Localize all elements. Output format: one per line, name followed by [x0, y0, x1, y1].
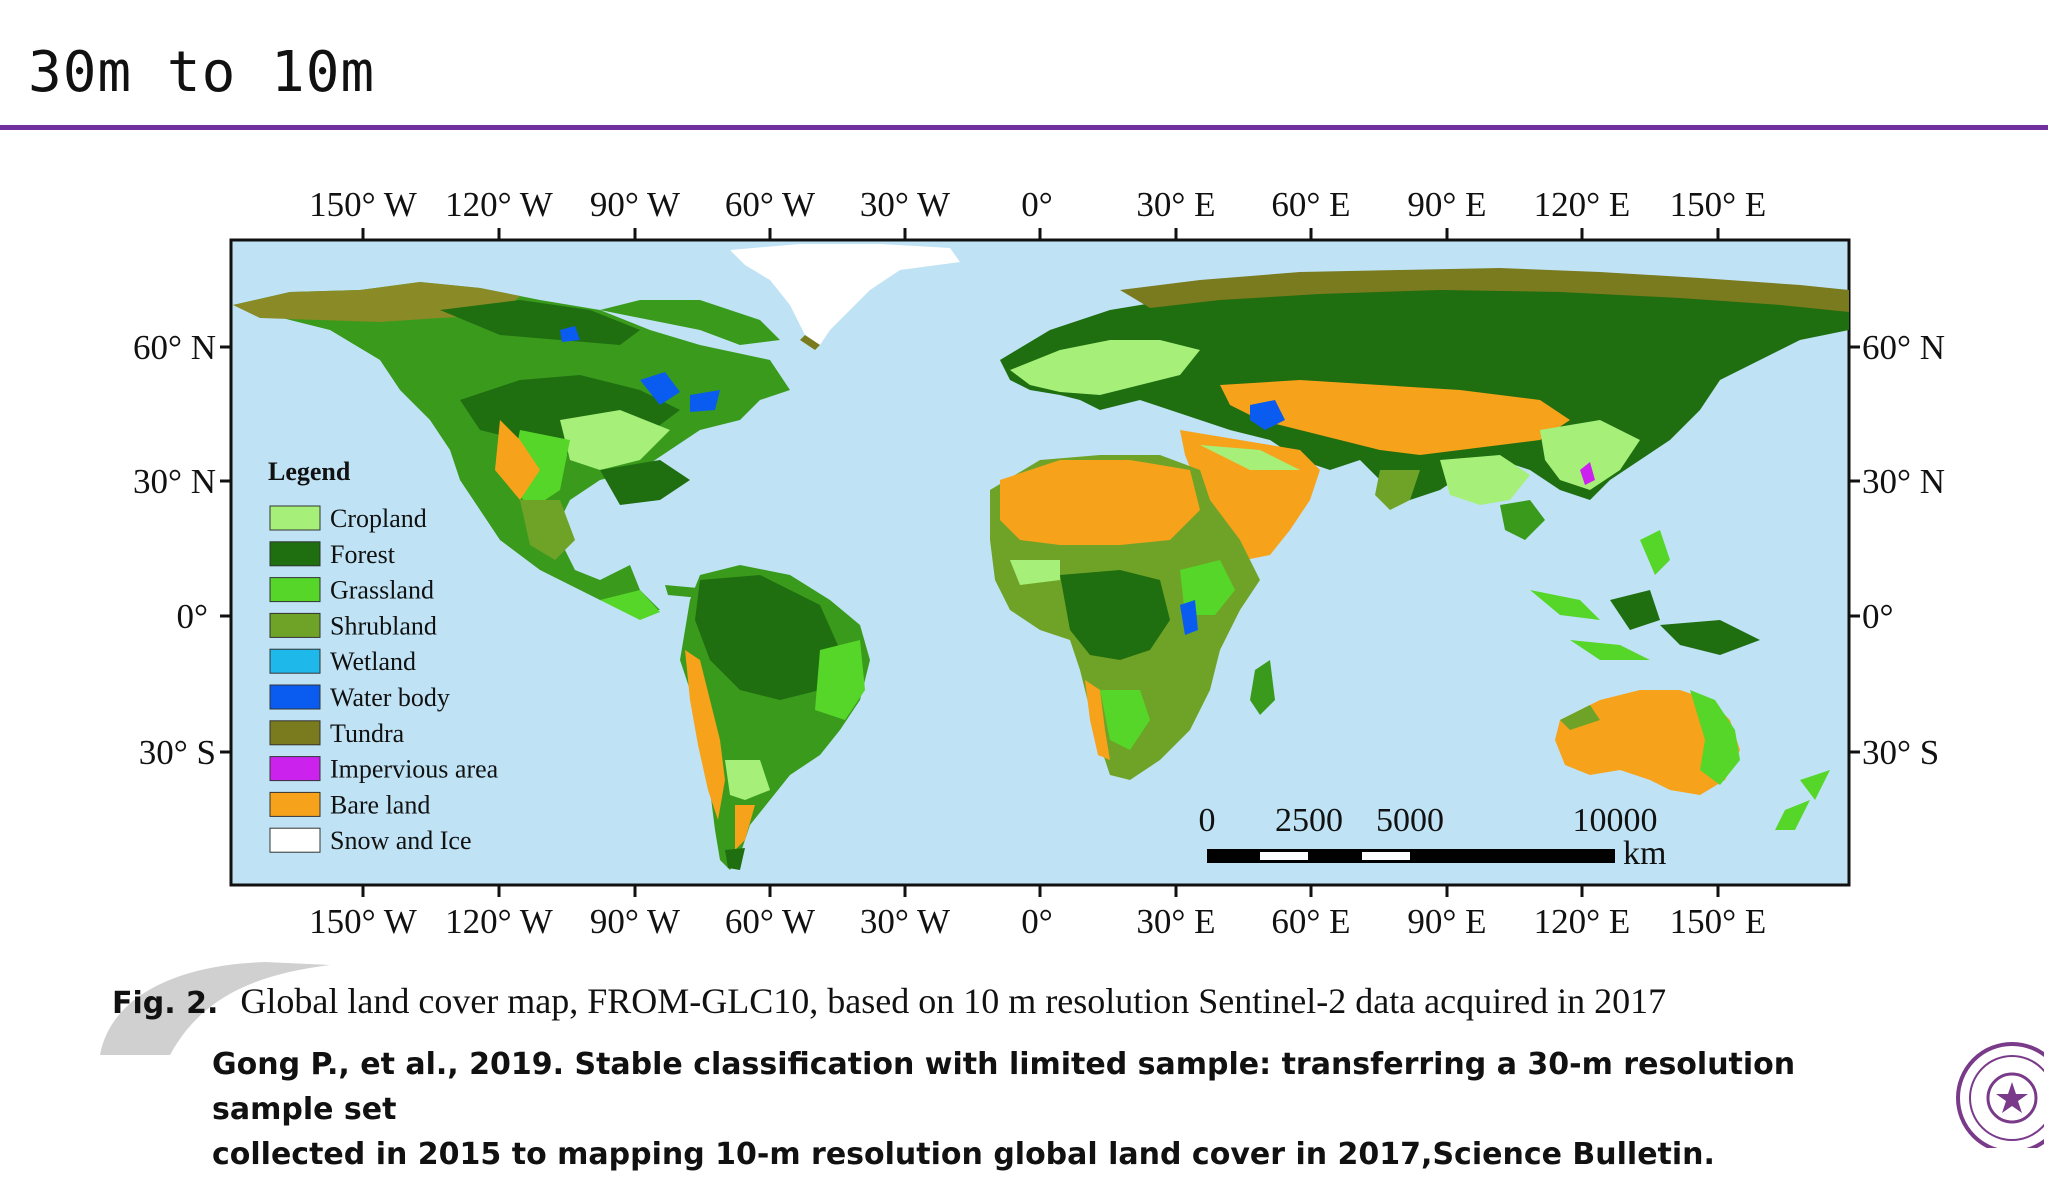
- top-lon-label: 120° E: [1534, 185, 1631, 224]
- slide-title: 30m to 10m: [28, 40, 376, 105]
- top-lon-label: 30° W: [860, 185, 950, 224]
- land-cover-map: 150° W 120° W 90° W 60° W 30° W 0° 30° E…: [100, 185, 1945, 1055]
- right-latitude-labels: 60° N 30° N 0° 30° S: [1862, 328, 1945, 772]
- top-lon-label: 150° W: [309, 185, 417, 224]
- bottom-lon-label: 30° E: [1136, 902, 1215, 941]
- scale-tick-label: 5000: [1376, 802, 1444, 839]
- legend-title: Legend: [268, 457, 351, 486]
- legend-label: Bare land: [330, 790, 430, 819]
- scale-unit: km: [1623, 835, 1666, 872]
- citation-line: collected in 2015 to mapping 10-m resolu…: [212, 1137, 1715, 1172]
- legend-label: Snow and Ice: [330, 826, 472, 855]
- figure-caption-text: Global land cover map, FROM-GLC10, based…: [240, 981, 1667, 1021]
- top-lon-label: 30° E: [1136, 185, 1215, 224]
- right-lat-label: 30° N: [1862, 462, 1945, 501]
- arabia: [1180, 430, 1320, 560]
- figure-caption: Fig. 2. Global land cover map, FROM-GLC10…: [112, 980, 1666, 1022]
- scale-tick-label: 0: [1199, 802, 1216, 839]
- scale-tick-label: 2500: [1275, 802, 1343, 839]
- africa: [990, 455, 1275, 780]
- legend-label: Water body: [330, 683, 450, 712]
- bottom-lon-label: 0°: [1021, 902, 1053, 941]
- right-lat-label: 60° N: [1862, 328, 1945, 367]
- scale-bar-segment: [1362, 852, 1410, 860]
- bottom-lon-label: 150° W: [309, 902, 417, 941]
- legend-swatch: [269, 505, 321, 531]
- legend-swatch: [269, 541, 321, 567]
- left-lat-label: 0°: [177, 597, 209, 636]
- top-lon-label: 60° W: [725, 185, 815, 224]
- bottom-lon-label: 60° W: [725, 902, 815, 941]
- bottom-lon-label: 90° W: [590, 902, 680, 941]
- scale-bar-segment: [1260, 852, 1308, 860]
- scale-bar: 0 2500 5000 10000 km: [1199, 802, 1667, 872]
- legend-label: Forest: [330, 540, 396, 569]
- legend-swatch: [269, 648, 321, 674]
- left-lat-label: 60° N: [133, 328, 216, 367]
- legend-label: Wetland: [330, 647, 416, 676]
- southeast-asia: [1530, 530, 1760, 660]
- decorative-swoosh: [100, 962, 330, 1055]
- map-legend: Legend Cropland Forest Grassland Shrubland W…: [268, 457, 499, 855]
- legend-label: Grassland: [330, 576, 434, 605]
- map-ticks: [220, 228, 1860, 897]
- right-lat-label: 30° S: [1862, 733, 1939, 772]
- legend-swatch: [269, 720, 321, 746]
- south-america: [680, 565, 870, 870]
- legend-swatch: [269, 684, 321, 710]
- legend-label: Tundra: [330, 719, 405, 748]
- legend-label: Impervious area: [330, 755, 499, 784]
- top-longitude-labels: 150° W 120° W 90° W 60° W 30° W 0° 30° E…: [309, 185, 1766, 224]
- bottom-longitude-labels: 150° W 120° W 90° W 60° W 30° W 0° 30° E…: [309, 902, 1766, 941]
- legend-label: Shrubland: [330, 611, 437, 640]
- right-lat-label: 0°: [1862, 597, 1894, 636]
- bottom-lon-label: 120° E: [1534, 902, 1631, 941]
- bottom-lon-label: 120° W: [445, 902, 553, 941]
- legend-swatch: [269, 612, 321, 638]
- citation: Gong P., et al., 2019. Stable classifica…: [212, 1042, 1912, 1177]
- left-lat-label: 30° N: [133, 462, 216, 501]
- legend-swatch: [269, 577, 321, 603]
- eurasia: [1000, 268, 1849, 540]
- title-divider: [0, 125, 2048, 130]
- figure-label: Fig. 2.: [112, 986, 219, 1021]
- north-america: [233, 282, 790, 620]
- bottom-lon-label: 30° W: [860, 902, 950, 941]
- top-lon-label: 90° E: [1407, 185, 1486, 224]
- legend-swatch: [269, 827, 321, 853]
- left-latitude-labels: 60° N 30° N 0° 30° S: [133, 328, 216, 772]
- top-lon-label: 60° E: [1271, 185, 1350, 224]
- top-lon-label: 150° E: [1670, 185, 1767, 224]
- legend-swatch: [269, 791, 321, 817]
- scale-tick-label: 10000: [1573, 802, 1658, 839]
- bottom-lon-label: 90° E: [1407, 902, 1486, 941]
- bottom-lon-label: 150° E: [1670, 902, 1767, 941]
- bottom-lon-label: 60° E: [1271, 902, 1350, 941]
- top-lon-label: 90° W: [590, 185, 680, 224]
- top-lon-label: 0°: [1021, 185, 1053, 224]
- greenland: [730, 244, 960, 350]
- university-seal-logo: [1952, 1036, 2044, 1148]
- legend-swatch: [269, 756, 321, 782]
- legend-label: Cropland: [330, 504, 427, 533]
- scale-bar-body: [1207, 849, 1615, 863]
- left-lat-label: 30° S: [139, 733, 216, 772]
- australia: [1555, 690, 1830, 830]
- top-lon-label: 120° W: [445, 185, 553, 224]
- citation-line: Gong P., et al., 2019. Stable classifica…: [212, 1047, 1796, 1127]
